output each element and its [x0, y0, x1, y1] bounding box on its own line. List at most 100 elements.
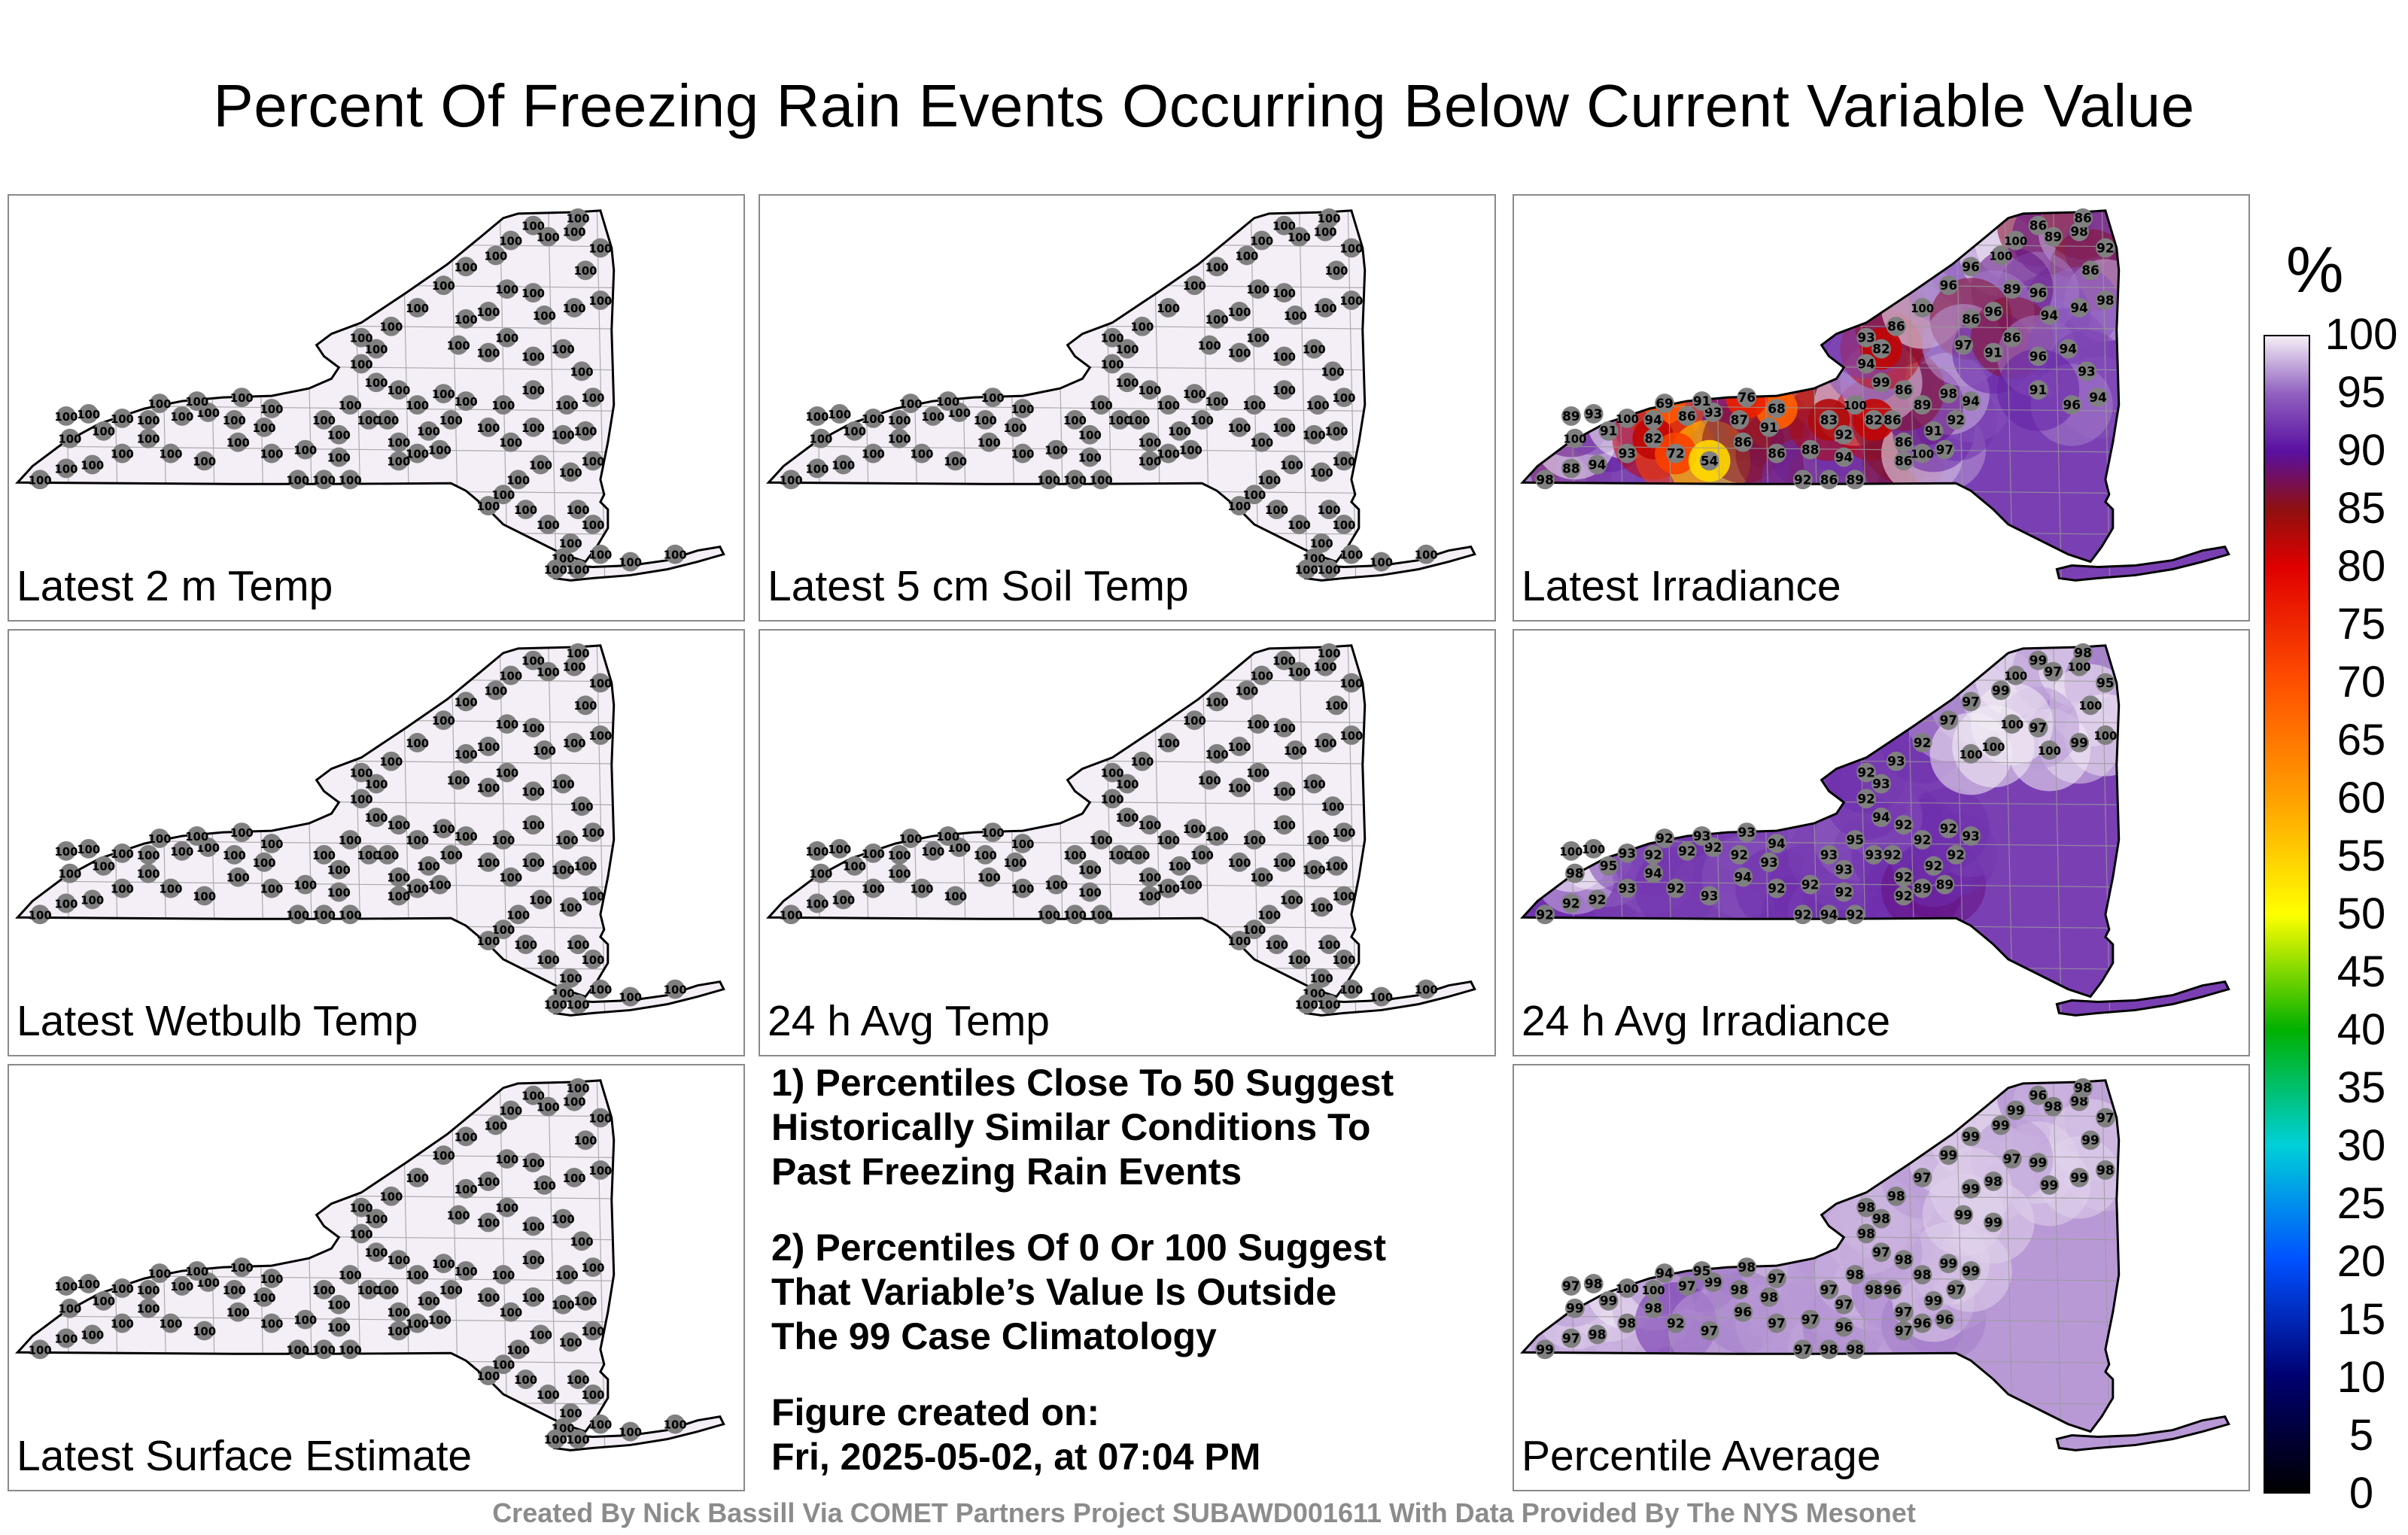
- station-marker: 100: [1306, 830, 1330, 850]
- station-marker: 86: [1961, 309, 1981, 329]
- svg-text:100: 100: [1257, 473, 1281, 487]
- station-marker: 97: [1935, 439, 1955, 460]
- svg-text:100: 100: [1063, 473, 1087, 487]
- station-marker: 100: [455, 309, 478, 329]
- svg-text:89: 89: [2045, 229, 2062, 245]
- svg-text:99: 99: [1872, 375, 1890, 390]
- svg-text:100: 100: [54, 845, 78, 859]
- station-marker: 93: [2077, 361, 2096, 381]
- svg-text:100: 100: [2093, 729, 2117, 743]
- svg-text:100: 100: [339, 1343, 362, 1357]
- svg-text:98: 98: [1760, 1290, 1777, 1305]
- station-marker: 100: [170, 1276, 193, 1296]
- svg-text:100: 100: [1563, 433, 1586, 446]
- station-marker: 100: [1310, 968, 1333, 988]
- svg-text:100: 100: [1318, 503, 1341, 517]
- station-marker: 100: [533, 305, 556, 325]
- svg-text:100: 100: [974, 414, 997, 427]
- long-island-fill: [552, 546, 724, 581]
- station-marker: 100: [1332, 949, 1355, 969]
- svg-text:100: 100: [499, 1105, 522, 1118]
- svg-text:100: 100: [77, 843, 100, 856]
- station-marker: 93: [1871, 774, 1891, 794]
- svg-text:100: 100: [828, 843, 851, 856]
- station-marker: 100: [2078, 695, 2102, 716]
- station-marker: 100: [1324, 421, 1348, 441]
- station-marker: 100: [1563, 428, 1586, 448]
- svg-text:100: 100: [947, 406, 971, 420]
- station-marker: 100: [1318, 643, 1341, 663]
- svg-text:92: 92: [1914, 735, 1931, 750]
- svg-text:93: 93: [1619, 881, 1636, 896]
- station-marker: 100: [567, 500, 590, 519]
- svg-text:100: 100: [514, 938, 537, 952]
- svg-text:99: 99: [2007, 1103, 2024, 1118]
- svg-text:100: 100: [286, 1343, 309, 1357]
- station-marker: 88: [1561, 458, 1581, 479]
- svg-text:100: 100: [567, 998, 590, 1011]
- svg-text:100: 100: [223, 414, 246, 427]
- station-marker: 92: [1677, 841, 1697, 861]
- station-marker: 100: [537, 514, 560, 534]
- station-marker: 100: [327, 447, 351, 467]
- svg-text:100: 100: [350, 1227, 373, 1241]
- station-marker: 100: [1272, 815, 1296, 835]
- station-marker: 100: [81, 454, 104, 475]
- svg-text:82: 82: [1865, 412, 1882, 427]
- station-marker: 100: [476, 1287, 500, 1307]
- svg-text:100: 100: [552, 864, 575, 877]
- svg-text:86: 86: [1895, 382, 1912, 397]
- station-marker: 96: [2028, 1085, 2048, 1105]
- svg-text:100: 100: [193, 454, 216, 468]
- svg-text:100: 100: [432, 714, 455, 728]
- station-marker: 100: [495, 714, 518, 734]
- station-marker: 98: [2043, 1096, 2063, 1117]
- svg-text:100: 100: [2068, 661, 2091, 674]
- station-marker: 100: [339, 395, 362, 415]
- station-marker: 98: [1871, 1208, 1891, 1229]
- station-marker: 86: [1886, 316, 1906, 336]
- station-marker: 96: [2062, 395, 2082, 415]
- svg-text:97: 97: [2096, 1110, 2114, 1125]
- station-marker: 100: [476, 496, 500, 515]
- station-marker: 100: [1198, 770, 1221, 790]
- station-marker: 100: [559, 1403, 582, 1423]
- notes: 1) Percentiles Close To 50 Suggest Histo…: [771, 1061, 1486, 1511]
- svg-text:100: 100: [563, 737, 586, 750]
- station-marker: 100: [387, 815, 410, 835]
- station-marker: 100: [805, 841, 829, 861]
- svg-text:100: 100: [1168, 425, 1191, 439]
- svg-text:100: 100: [588, 676, 612, 690]
- station-marker: 100: [77, 1274, 100, 1293]
- svg-text:100: 100: [58, 433, 81, 446]
- svg-text:100: 100: [559, 1407, 582, 1421]
- svg-text:100: 100: [1272, 287, 1296, 300]
- svg-text:99: 99: [1566, 1301, 1583, 1316]
- station-marker: 100: [1272, 718, 1296, 737]
- svg-text:97: 97: [1678, 1278, 1695, 1293]
- station-marker: 69: [1655, 394, 1674, 413]
- svg-text:100: 100: [455, 695, 478, 709]
- station-marker: 100: [1157, 443, 1180, 464]
- svg-text:100: 100: [506, 908, 530, 922]
- panel-label: Latest 2 m Temp: [17, 562, 333, 610]
- station-marker: 92: [1767, 878, 1786, 898]
- svg-text:100: 100: [552, 429, 575, 442]
- svg-text:100: 100: [417, 860, 440, 874]
- svg-text:100: 100: [77, 408, 100, 421]
- svg-text:100: 100: [223, 1284, 246, 1297]
- station-marker: 95: [1598, 856, 1619, 876]
- svg-text:100: 100: [1227, 856, 1251, 870]
- station-marker: 99: [1990, 1115, 2011, 1135]
- svg-text:92: 92: [1704, 840, 1722, 855]
- station-marker: 100: [664, 544, 687, 564]
- svg-text:100: 100: [581, 953, 604, 967]
- map-panel-1: 100 100 100 100 100 100 100 100 100 100 100 100 100 1…: [8, 194, 745, 622]
- station-marker: 99: [1984, 1212, 2003, 1233]
- svg-text:100: 100: [439, 414, 463, 427]
- svg-text:100: 100: [111, 412, 134, 426]
- svg-text:100: 100: [1339, 242, 1363, 255]
- station-marker: 92: [1893, 867, 1914, 887]
- station-marker: 100: [506, 1339, 530, 1360]
- station-marker: 94: [1819, 904, 1839, 925]
